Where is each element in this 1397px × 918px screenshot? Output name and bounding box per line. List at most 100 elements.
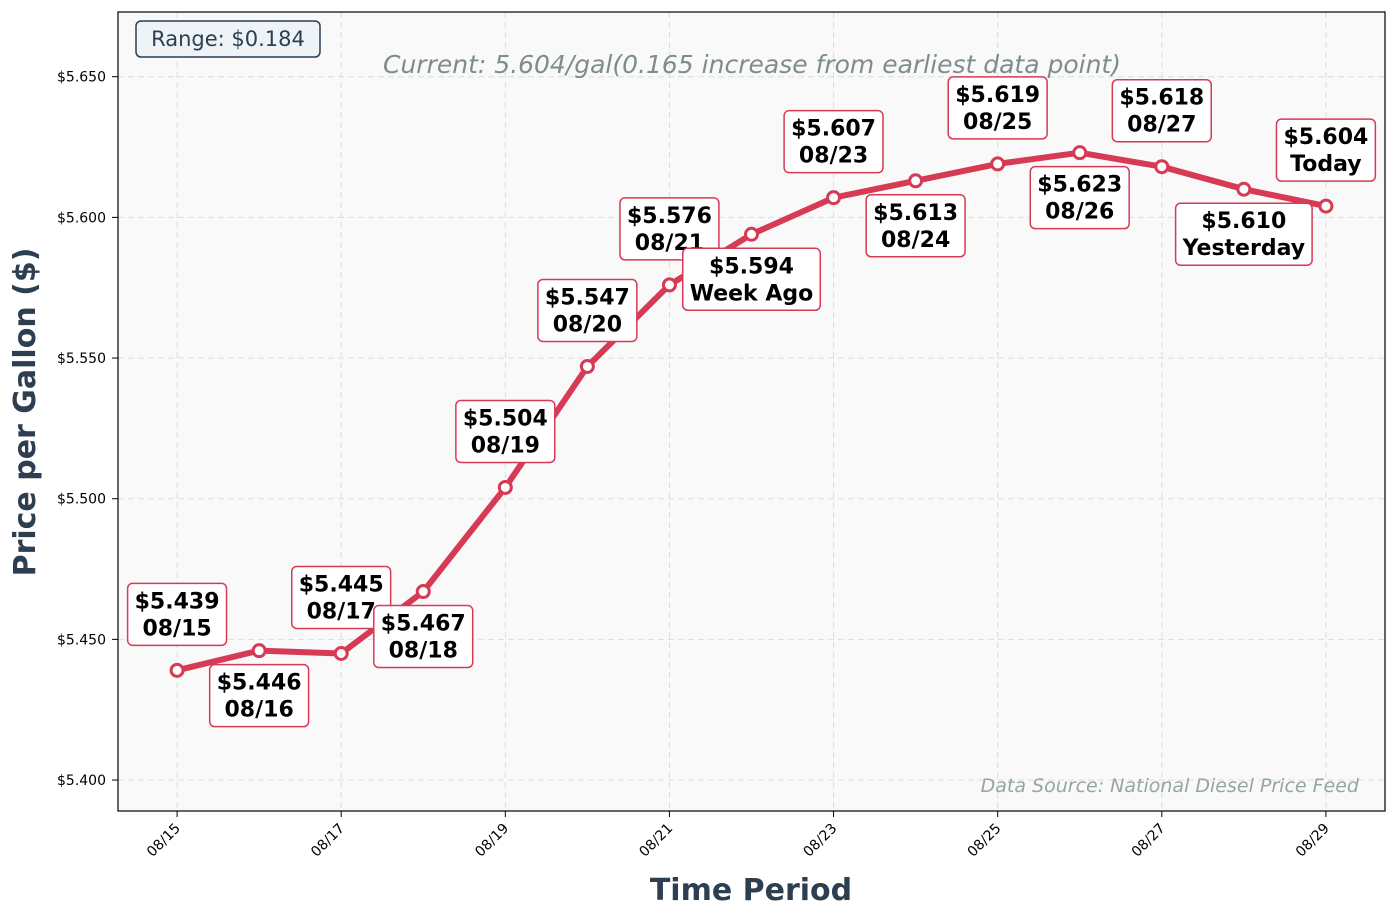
plot-frame: [117, 11, 1386, 812]
annotation-frame: [373, 604, 474, 669]
annotation-label: Week Ago: [690, 281, 814, 306]
data-point: [579, 358, 595, 374]
annotation-frame: [126, 582, 228, 647]
data-point: [744, 226, 759, 242]
annotation-label: 08/16: [225, 698, 294, 723]
data-points: [169, 145, 1334, 678]
data-point: [333, 645, 349, 661]
y-tick-label: $5.550: [57, 351, 106, 367]
data-point: [908, 173, 924, 189]
x-tick-label: 08/21: [636, 821, 676, 861]
y-tick-label: $5.650: [57, 70, 106, 86]
annotation-price: $5.618: [1119, 86, 1204, 111]
annotation-price: $5.446: [217, 671, 302, 696]
x-axis-ticks: 08/15 08/17 08/19 08/21 08/23 08/25 08/27 08/29: [144, 811, 1333, 860]
annotation-price: $5.604: [1283, 125, 1368, 150]
data-point: [497, 479, 513, 495]
annotation-label: 08/20: [553, 312, 622, 337]
annotation-price: $5.594: [709, 254, 794, 279]
annotation-frame: [208, 663, 310, 728]
range-label: Range: $0.184: [151, 27, 305, 51]
annotation-price: $5.610: [1201, 209, 1286, 234]
annotation-label: 08/25: [963, 110, 1032, 135]
annotation-frame: [1029, 165, 1130, 230]
annotation-frame: [290, 565, 392, 630]
annotation-frame: [1275, 118, 1377, 182]
x-tick-label: 08/19: [472, 821, 512, 861]
x-tick-label: 08/15: [144, 821, 184, 861]
annotation-label: 08/17: [307, 599, 376, 624]
x-tick-label: 08/27: [1129, 821, 1169, 861]
annotation-label: Yesterday: [1182, 236, 1305, 261]
data-point: [1072, 145, 1088, 161]
data-point: [251, 643, 267, 659]
data-point: [1318, 198, 1334, 214]
subtitle: Current: 5.604/gal(0.165 increase from e…: [383, 50, 1121, 79]
x-tick-label: 08/23: [801, 821, 841, 861]
y-tick-label: $5.450: [57, 632, 106, 648]
annotation-price: $5.607: [791, 117, 876, 142]
x-tick-label: 08/29: [1293, 821, 1333, 861]
annotation-label: 08/23: [799, 144, 868, 169]
plot-background: [118, 12, 1385, 811]
annotation-label: 08/15: [142, 616, 211, 641]
data-point: [990, 156, 1006, 172]
annotation-frame: [783, 109, 884, 174]
annotation-price: $5.467: [381, 612, 466, 637]
range-box: Range: $0.184: [135, 20, 321, 58]
annotation-price: $5.623: [1037, 173, 1122, 198]
annotation-price: $5.504: [463, 406, 548, 431]
y-axis-ticks: $5.400 $5.450 $5.500 $5.550 $5.600 $5.650: [57, 70, 118, 789]
annotation-frame: [865, 194, 966, 258]
annotation-price: $5.619: [955, 83, 1040, 108]
data-point: [661, 277, 677, 293]
x-axis-title: Time Period: [650, 873, 852, 908]
annotation-frame: [681, 247, 822, 312]
annotation-frame: [537, 278, 638, 343]
annotation-price: $5.613: [873, 201, 958, 226]
annotation-label: 08/26: [1045, 200, 1114, 225]
annotation-label: 08/27: [1127, 113, 1196, 138]
annotation-label: Today: [1290, 152, 1361, 177]
annotation-frame: [1174, 202, 1313, 266]
data-point: [1154, 159, 1170, 175]
annotation-frame: [619, 197, 720, 261]
annotation-label: 08/18: [389, 639, 458, 664]
annotation-frame: [947, 76, 1048, 140]
annotation-label: 08/24: [881, 228, 950, 253]
annotation-price: $5.576: [627, 204, 712, 229]
data-point: [1236, 181, 1252, 197]
data-source-note: Data Source: National Diesel Price Feed: [981, 775, 1360, 797]
y-tick-label: $5.600: [57, 210, 106, 226]
annotation-price: $5.547: [545, 285, 630, 310]
annotation-frame: [455, 399, 556, 464]
data-point: [826, 190, 842, 206]
annotation-label: 08/19: [471, 433, 540, 458]
y-tick-label: $5.500: [57, 492, 106, 508]
y-axis-title: Price per Gallon ($): [8, 248, 43, 577]
x-tick-label: 08/17: [308, 821, 348, 861]
data-point: [415, 584, 431, 600]
x-tick-label: 08/25: [965, 821, 1005, 861]
annotation-price: $5.445: [299, 572, 384, 597]
annotation-price: $5.439: [135, 589, 220, 614]
data-point: [169, 662, 185, 678]
annotation-frame: [1111, 78, 1213, 143]
